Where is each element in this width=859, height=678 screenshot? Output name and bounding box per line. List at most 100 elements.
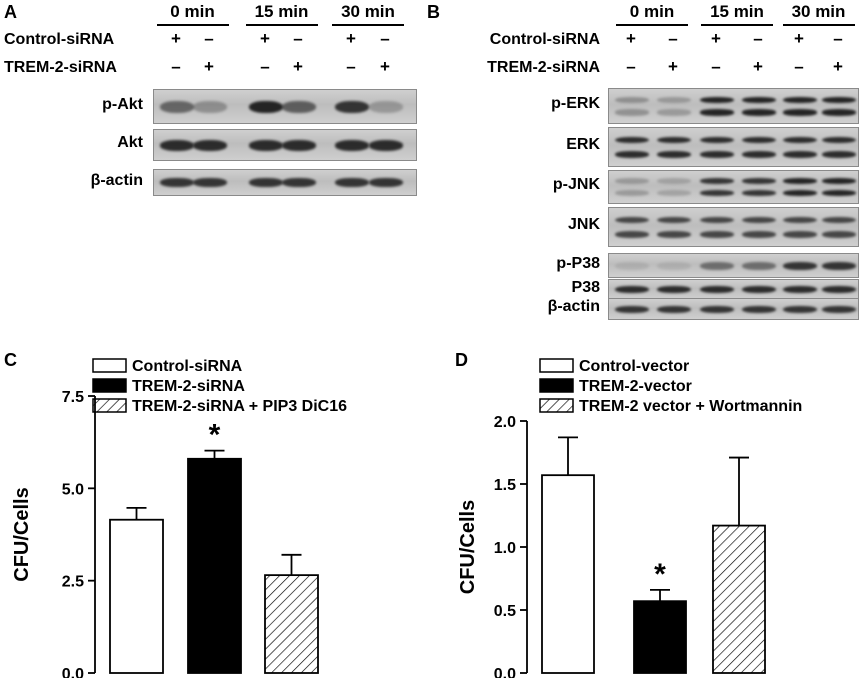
protein-band (700, 136, 734, 144)
legend-swatch (539, 398, 574, 413)
timepoint-underline (701, 24, 773, 26)
blot-label: p-P38 (556, 254, 600, 272)
protein-band (615, 216, 649, 224)
legend-label: Control-vector (579, 358, 689, 375)
treatment-sign: – (626, 57, 636, 76)
protein-band (615, 261, 649, 270)
blot-label: P38 (571, 278, 600, 296)
y-tick-label: 2.0 (494, 414, 516, 431)
protein-band (822, 261, 856, 270)
blot-label: ERK (566, 136, 600, 153)
protein-band (615, 231, 649, 238)
timepoint-underline (616, 24, 688, 26)
treatment-sign: – (346, 57, 356, 76)
protein-band (700, 177, 734, 184)
legend-label: TREM-2 vector + Wortmannin (579, 398, 802, 415)
panel-d-letter: D (455, 350, 468, 370)
protein-band (700, 190, 734, 196)
protein-band (783, 261, 817, 270)
bar (187, 457, 242, 674)
protein-band (742, 261, 776, 270)
protein-band (615, 305, 649, 313)
blot-strip (608, 298, 859, 320)
blot-strip (608, 253, 859, 278)
blot-label: β-actin (547, 298, 600, 315)
timepoint-label: 30 min (791, 2, 846, 21)
protein-band (742, 96, 776, 103)
protein-band (193, 178, 227, 187)
blot-strip (608, 279, 859, 300)
y-tick-label: 0.0 (494, 666, 516, 678)
blot-label: JNK (567, 216, 600, 233)
treatment-row-label: TREM-2-siRNA (487, 59, 600, 76)
significance-asterisk: * (209, 419, 221, 452)
protein-band (822, 109, 856, 116)
protein-band (742, 231, 776, 238)
blot-label: p-ERK (551, 95, 600, 112)
treatment-sign: – (794, 57, 804, 76)
blot-label: p-JNK (552, 176, 600, 193)
treatment-sign: + (668, 57, 678, 76)
protein-band (657, 305, 691, 313)
timepoint-label: 15 min (254, 2, 309, 21)
protein-band (783, 216, 817, 224)
treatment-sign: + (380, 57, 390, 76)
protein-band (700, 96, 734, 103)
protein-band (657, 286, 691, 293)
protein-band (783, 286, 817, 293)
protein-band (783, 109, 817, 116)
legend-swatch (539, 378, 574, 393)
blot-strip (153, 89, 417, 124)
protein-band (282, 100, 316, 113)
protein-band (615, 286, 649, 293)
protein-band (615, 177, 649, 184)
protein-band (160, 139, 194, 151)
y-axis-label: CFU/Cells (11, 487, 33, 581)
protein-band (700, 109, 734, 116)
protein-band (369, 178, 403, 187)
protein-band (615, 151, 649, 158)
timepoint-label: 0 min (629, 2, 675, 21)
legend-swatch (539, 358, 574, 373)
bar (633, 600, 687, 674)
y-tick-label: 5.0 (62, 481, 84, 498)
y-axis-label: CFU/Cells (457, 500, 479, 594)
blot-strip (608, 127, 859, 167)
protein-band (657, 177, 691, 184)
protein-band (657, 96, 691, 103)
protein-band (822, 231, 856, 238)
treatment-sign: – (293, 29, 303, 48)
timepoint-underline (782, 24, 855, 26)
y-tick-label: 1.0 (494, 540, 516, 557)
protein-band (160, 100, 194, 113)
protein-band (700, 286, 734, 293)
blot-strip (153, 169, 417, 196)
protein-band (783, 96, 817, 103)
protein-band (657, 109, 691, 116)
protein-band (369, 100, 403, 113)
protein-band (657, 151, 691, 158)
y-tick-label: 0.0 (62, 666, 84, 678)
legend-swatch (92, 378, 127, 393)
protein-band (700, 216, 734, 224)
protein-band (335, 139, 369, 151)
timepoint-underline (332, 24, 404, 26)
y-tick-label: 1.5 (494, 477, 516, 494)
protein-band (822, 190, 856, 196)
treatment-sign: + (346, 29, 356, 48)
protein-band (700, 305, 734, 313)
protein-band (822, 286, 856, 293)
treatment-row-label: Control-siRNA (489, 31, 600, 48)
protein-band (783, 305, 817, 313)
timepoint-label: 30 min (341, 2, 395, 21)
protein-band (615, 96, 649, 103)
treatment-sign: + (711, 29, 721, 48)
protein-band (742, 109, 776, 116)
treatment-sign: + (293, 57, 303, 76)
treatment-sign: – (260, 57, 270, 76)
protein-band (193, 139, 227, 151)
treatment-sign: + (833, 57, 843, 76)
protein-band (742, 305, 776, 313)
treatment-sign: – (171, 57, 181, 76)
protein-band (249, 139, 283, 151)
